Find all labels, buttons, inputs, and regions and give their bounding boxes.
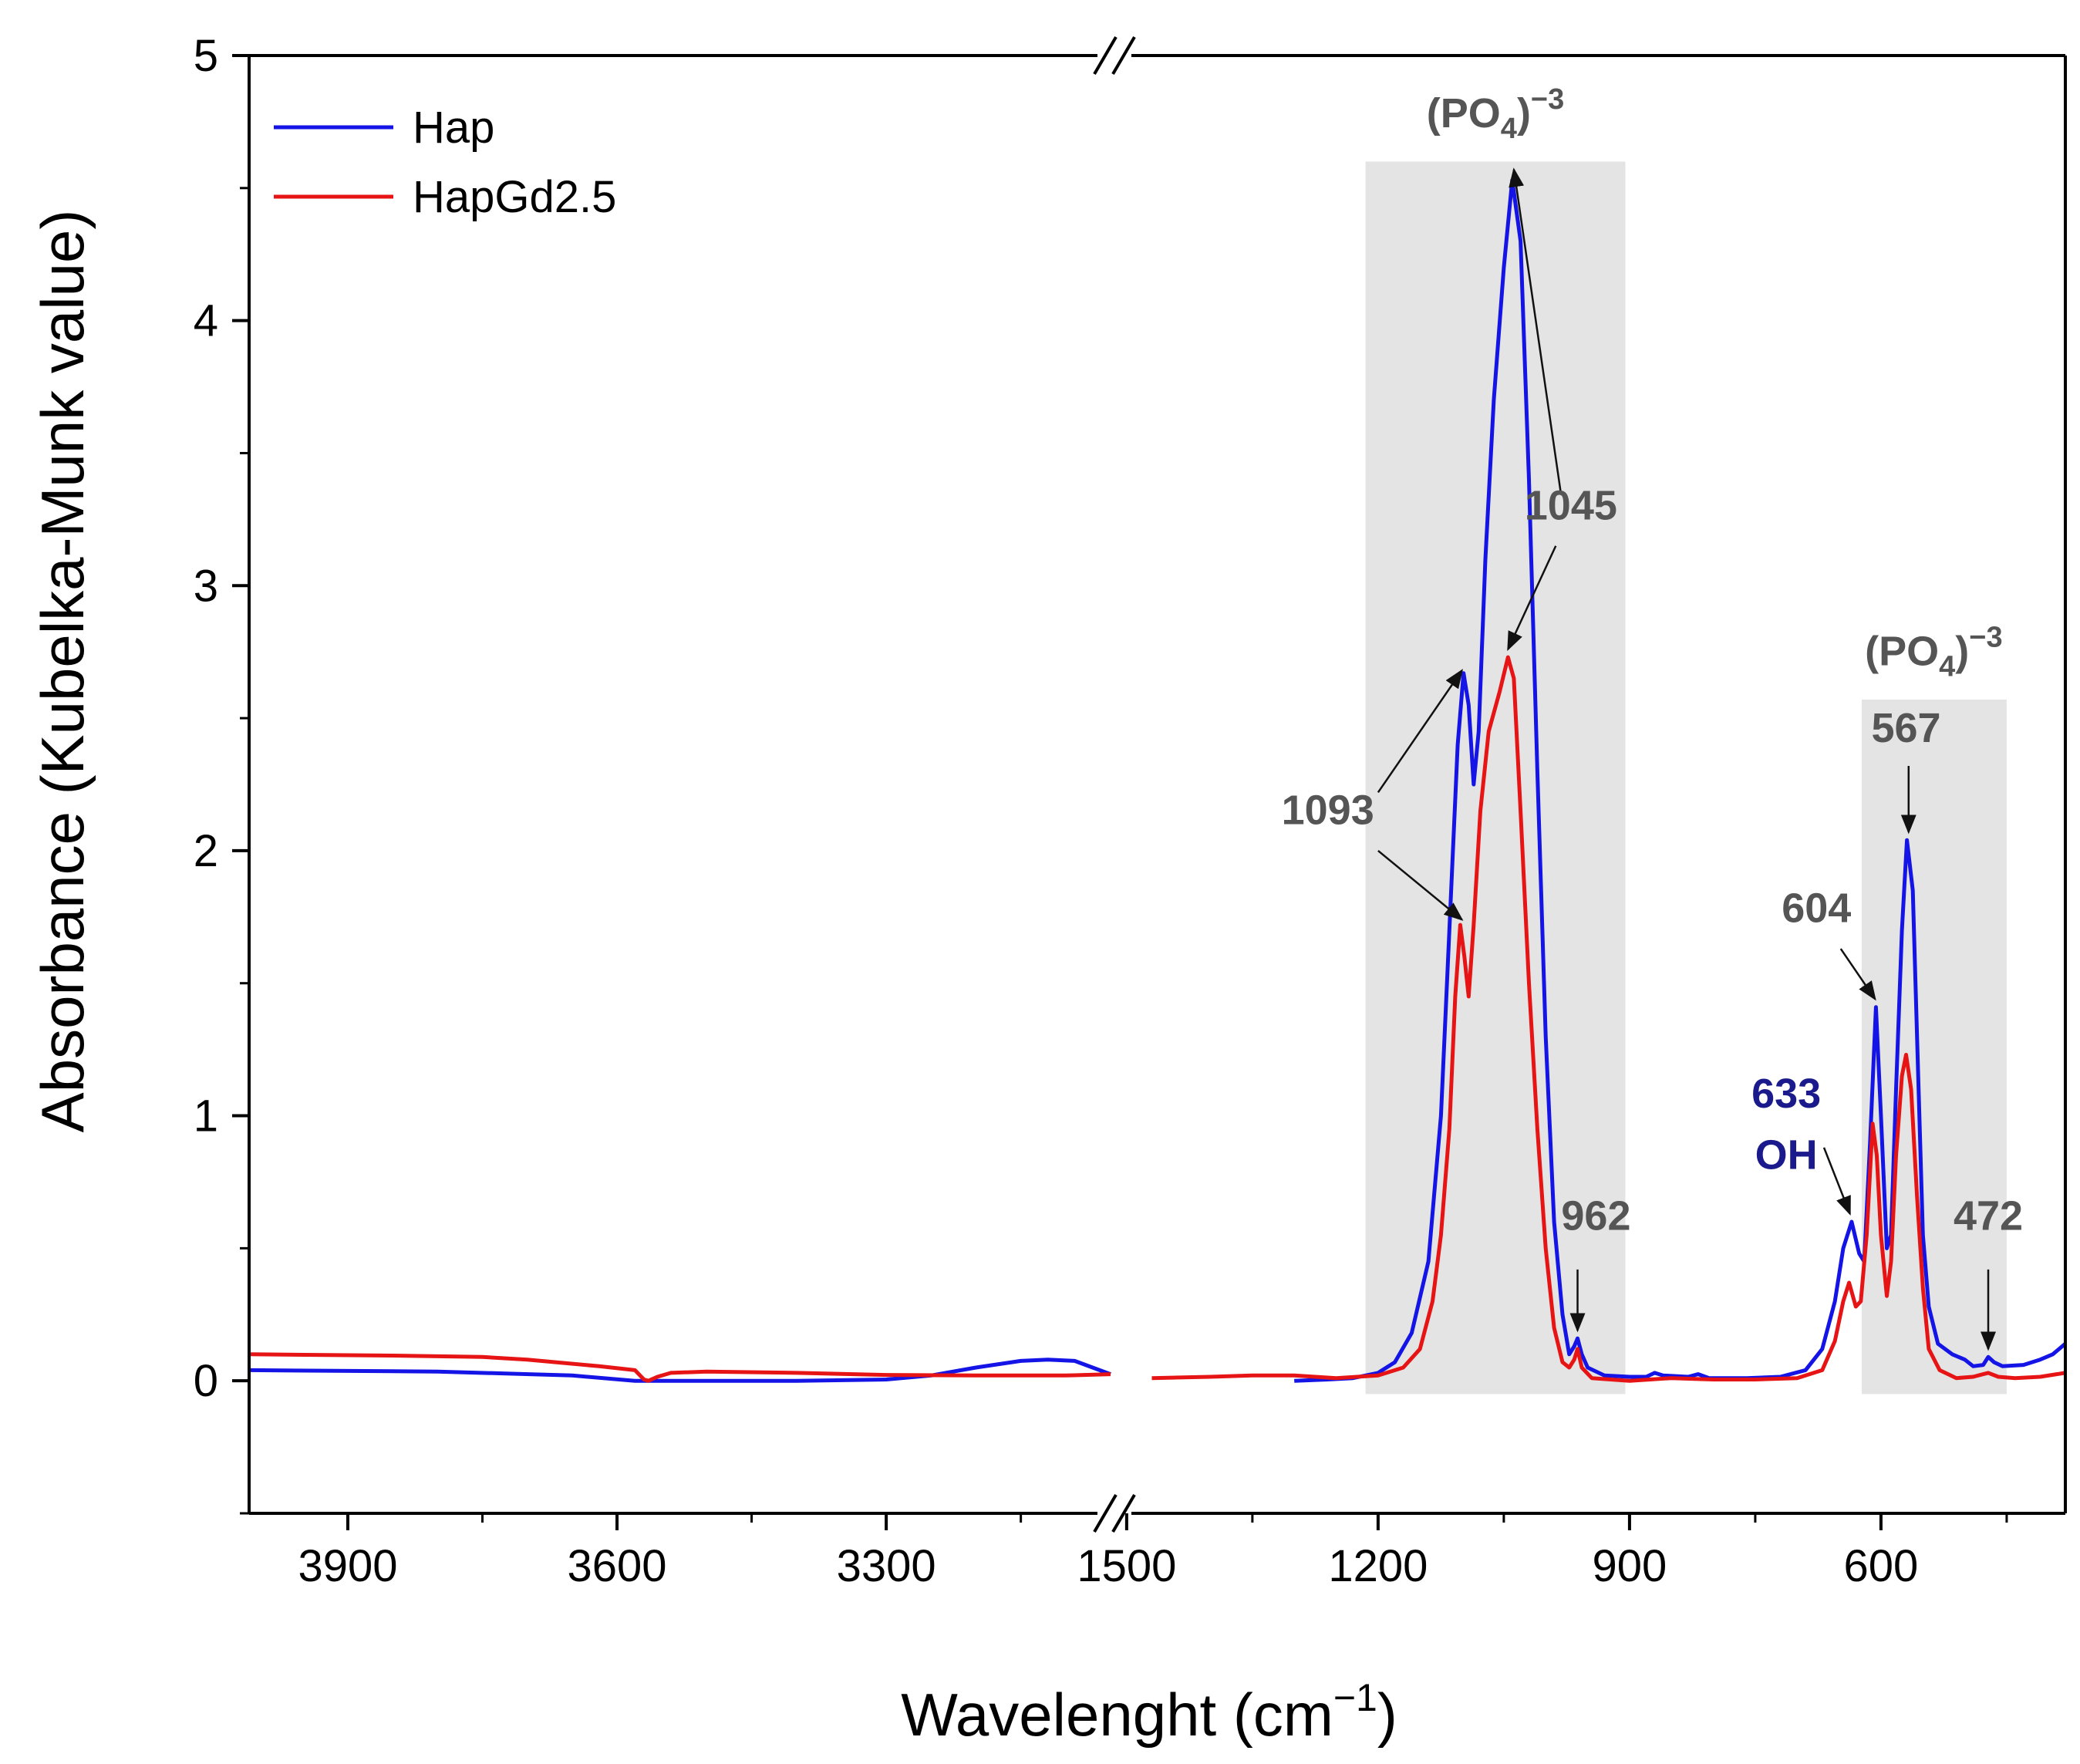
annotation-1: (PO4)−3 <box>1427 83 1564 145</box>
annotation-arrow-3 <box>1377 669 1463 794</box>
x-tick-label-1500: 1500 <box>1077 1541 1176 1591</box>
annotation-5: 962 <box>1561 1192 1630 1239</box>
annotations: (PO4)−3 (PO4)−3 1045 1093 962 633 OH 604 567 472 <box>1282 83 2023 1240</box>
y-tick-label-3: 3 <box>194 561 218 611</box>
y-tick-label-0: 0 <box>194 1356 218 1406</box>
y-tick-label-5: 5 <box>194 31 218 81</box>
series-hapgd2-5-segment-1 <box>248 1352 1111 1383</box>
x-tick-label-3600: 3600 <box>568 1541 667 1591</box>
series-hapgd2-5-segment-2 <box>1151 655 2066 1383</box>
y-tick-label-2: 2 <box>194 826 218 876</box>
x-tick-label-600: 600 <box>1844 1541 1919 1591</box>
axis-break-top-1 <box>1093 35 1118 76</box>
annotation-7: OH <box>1755 1132 1818 1178</box>
x-axis-title: Wavelenght (cm−1) <box>901 1676 1397 1749</box>
series-hap-segment-1 <box>248 1358 1111 1383</box>
shaded-regions <box>1365 161 2007 1395</box>
annotation-arrow-6 <box>1822 1147 1851 1216</box>
annotation-8: 604 <box>1782 885 1851 932</box>
annotation-3: 1045 <box>1525 482 1617 528</box>
x-tick-label-3900: 3900 <box>298 1541 397 1591</box>
legend: Hap HapGd2.5 <box>274 103 616 222</box>
series-lines <box>248 178 2067 1383</box>
x-tick-label-3300: 3300 <box>837 1541 936 1591</box>
x-tick-label-1200: 1200 <box>1328 1541 1428 1591</box>
legend-label-2: HapGd2.5 <box>413 172 616 222</box>
annotation-arrow-7 <box>1839 948 1876 1001</box>
axis-break-top-2 <box>1111 35 1136 76</box>
y-tick-label-1: 1 <box>194 1091 218 1142</box>
annotation-9: 567 <box>1871 705 1940 751</box>
y-tick-label-4: 4 <box>194 296 218 346</box>
annotation-2: (PO4)−3 <box>1865 621 2002 683</box>
shaded-region-2 <box>1861 700 2007 1395</box>
axis-break-bottom-2 <box>1111 1493 1136 1533</box>
annotation-arrows <box>1377 167 1997 1351</box>
annotation-10: 472 <box>1954 1192 2023 1239</box>
annotation-arrow-2 <box>1507 545 1557 652</box>
annotation-4: 1093 <box>1282 788 1374 834</box>
annotation-arrow-1 <box>1509 167 1563 494</box>
annotation-6: 633 <box>1751 1071 1821 1117</box>
axes: 0 1 2 3 4 5 3900 3600 3300 1500 1200 900 600 <box>194 31 2067 1591</box>
legend-label-1: Hap <box>413 103 494 153</box>
x-tick-label-900: 900 <box>1593 1541 1667 1591</box>
series-hap-segment-2 <box>1294 178 2067 1383</box>
y-axis-title: Absorbance (Kubelka-Munk value) <box>29 210 96 1133</box>
axis-break-bottom-1 <box>1093 1493 1118 1533</box>
annotation-arrow-4 <box>1377 849 1464 921</box>
